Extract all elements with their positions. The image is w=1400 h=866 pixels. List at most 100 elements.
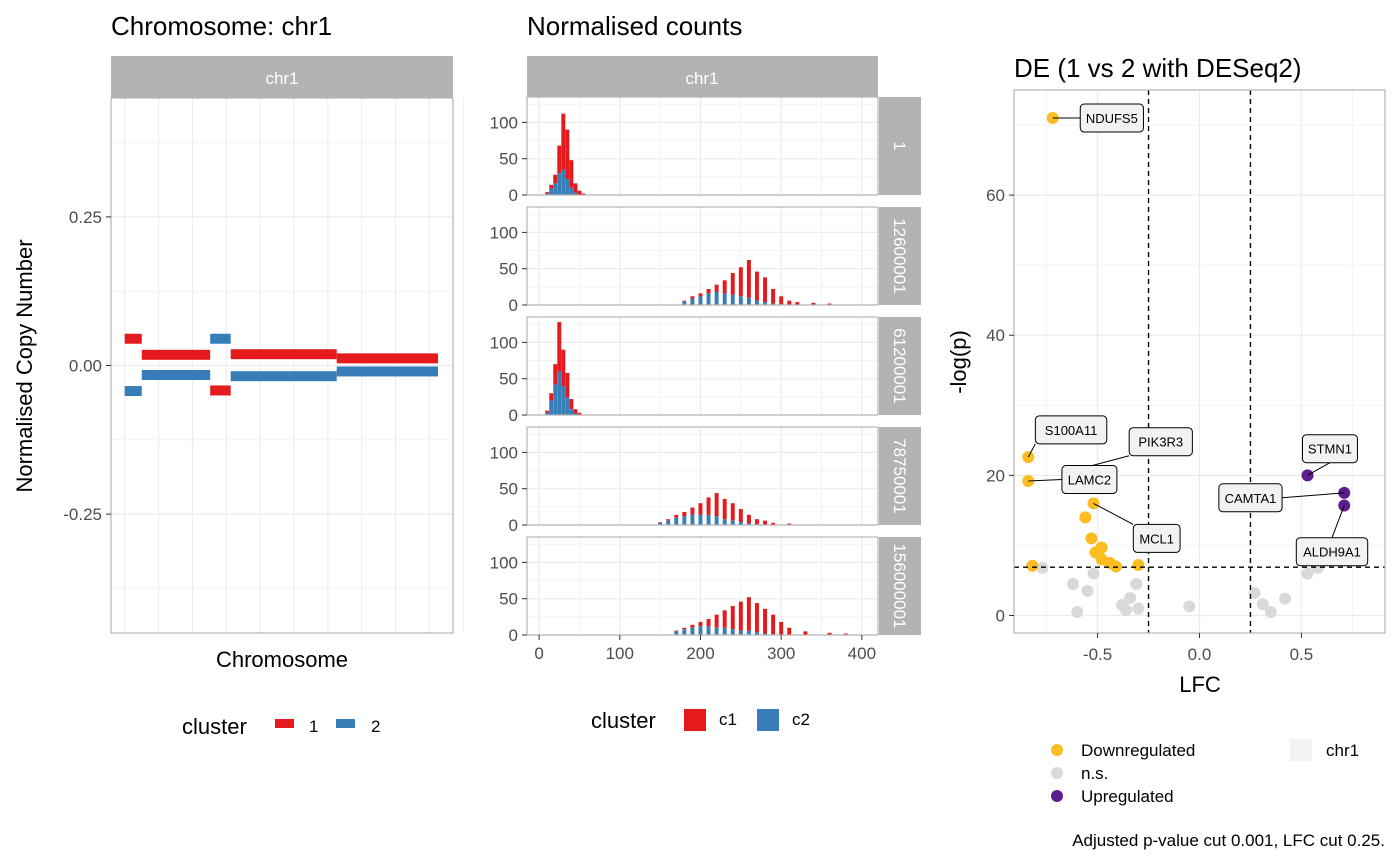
histogram-bar-c1 — [714, 284, 719, 292]
histogram-bar-c1 — [722, 610, 727, 628]
histogram-bar-c1 — [557, 322, 562, 372]
histogram-bar-c2 — [690, 514, 695, 525]
facet-background — [527, 537, 878, 635]
gene-label-box — [1295, 537, 1369, 567]
x-axis-title: LFC — [1179, 672, 1221, 697]
y-tick-label: -0.25 — [63, 505, 102, 524]
histogram-bar-c1 — [738, 509, 743, 523]
gene-label-box — [1218, 483, 1283, 513]
cn-segment-cluster1 — [336, 353, 438, 364]
point-downregulated — [1026, 559, 1039, 572]
y-tick-label: 50 — [499, 150, 518, 169]
y-tick-label: 50 — [499, 260, 518, 279]
gene-label: MCL1 — [1139, 531, 1174, 546]
legend-key-upregulated — [1051, 790, 1063, 802]
point-ns — [1264, 605, 1277, 618]
y-tick-label: 0 — [996, 606, 1005, 625]
cn-segment-cluster2 — [210, 333, 231, 344]
histogram-bar-c1 — [698, 293, 703, 297]
histogram-bar-c1 — [569, 160, 574, 188]
facet-row-strip-label: 12600001 — [890, 218, 909, 294]
cn-segment-cluster1 — [124, 333, 142, 344]
y-tick-label: 0 — [509, 516, 518, 535]
histogram-bar-c1 — [682, 627, 687, 630]
histogram-bar-c2 — [738, 630, 743, 635]
facet-border — [526, 426, 879, 526]
histogram-bar-c2 — [706, 514, 711, 525]
y-tick-label: 50 — [499, 590, 518, 609]
histogram-bar-c2 — [561, 385, 566, 415]
histogram-bar-c1 — [690, 624, 695, 628]
y-tick-label: 50 — [499, 370, 518, 389]
histogram-bar-c1 — [573, 409, 578, 414]
facet-col-strip — [527, 56, 878, 97]
histogram-bar-c1 — [549, 184, 554, 189]
volcano-panel: DE (1 vs 2 with DESeq2) NDUFS5 S100A11 PIK3… — [946, 53, 1386, 850]
histogram-bar-c1 — [827, 303, 832, 305]
gene-label: STMN1 — [1308, 442, 1352, 457]
histogram-bar-c1 — [746, 514, 751, 524]
histogram-bar-c1 — [827, 632, 832, 635]
facet-background — [527, 317, 878, 415]
histogram-bar-c2 — [553, 384, 558, 415]
histogram-bar-c2 — [763, 302, 768, 305]
legend-label-cluster2: 2 — [371, 717, 380, 736]
histogram-bar-c2 — [557, 173, 562, 195]
histogram-bar-c2 — [698, 626, 703, 635]
histogram-bar-c1 — [771, 522, 776, 525]
y-tick-label: 0 — [509, 296, 518, 315]
gene-label: LAMC2 — [1068, 473, 1111, 488]
x-tick-label: -0.5 — [1083, 645, 1112, 664]
gene-label: NDUFS5 — [1086, 111, 1138, 126]
histogram-bar-c1 — [722, 498, 727, 520]
y-tick-label: 100 — [490, 113, 518, 132]
histogram-bar-c2 — [682, 516, 687, 525]
facet-row-strip — [879, 537, 921, 635]
histogram-bar-c2 — [658, 522, 663, 525]
x-tick-label: 0.0 — [1188, 645, 1212, 664]
histogram-bar-c1 — [577, 412, 582, 415]
histogram-bar-c2 — [738, 522, 743, 525]
histogram-bar-c2 — [690, 627, 695, 635]
label-connector — [1331, 505, 1345, 538]
histogram-bar-c1 — [779, 621, 784, 635]
label-connector — [1028, 479, 1062, 482]
gene-label-box — [1132, 523, 1181, 553]
histogram-bar-c1 — [698, 503, 703, 515]
point-ns — [1036, 561, 1049, 574]
facet-strip — [111, 56, 453, 98]
histogram-bar-c1 — [795, 302, 800, 305]
y-tick-label: 40 — [986, 326, 1005, 345]
legend-key-cluster1 — [275, 719, 294, 728]
gene-label: CAMTA1 — [1225, 491, 1277, 506]
histogram-bar-c1 — [682, 300, 687, 302]
histogram-bar-c2 — [674, 631, 679, 635]
point-ns — [1087, 567, 1100, 580]
cn-segment-cluster1 — [210, 385, 231, 396]
legend-key-c2 — [757, 709, 779, 731]
point-ns — [1248, 587, 1261, 600]
point-downregulated — [1095, 541, 1108, 554]
chart-title: Chromosome: chr1 — [111, 11, 332, 41]
histogram-bar-c1 — [706, 289, 711, 294]
gene-label-box — [1301, 434, 1358, 464]
histogram-bar-c1 — [674, 514, 679, 518]
legend-title: cluster — [182, 714, 247, 739]
x-tick-label: 0.5 — [1290, 645, 1314, 664]
legend-key-ns — [1051, 767, 1063, 779]
facet-col-strip-label: chr1 — [685, 69, 718, 88]
gene-label: S100A11 — [1045, 423, 1098, 438]
histogram-bar-c1 — [730, 503, 735, 521]
histogram-bar-c1 — [746, 597, 751, 631]
legend-label-upregulated: Upregulated — [1081, 787, 1174, 806]
cn-segment-cluster2 — [141, 370, 211, 381]
y-tick-label: 0.25 — [69, 208, 102, 227]
y-tick-label: 0 — [509, 626, 518, 645]
histogram-bar-c2 — [714, 291, 719, 305]
histogram-bar-c1 — [738, 601, 743, 631]
facet-row-strip — [879, 207, 921, 305]
histogram-bar-c2 — [674, 517, 679, 525]
histogram-bar-c1 — [763, 520, 768, 525]
histogram-bar-c1 — [565, 372, 570, 398]
